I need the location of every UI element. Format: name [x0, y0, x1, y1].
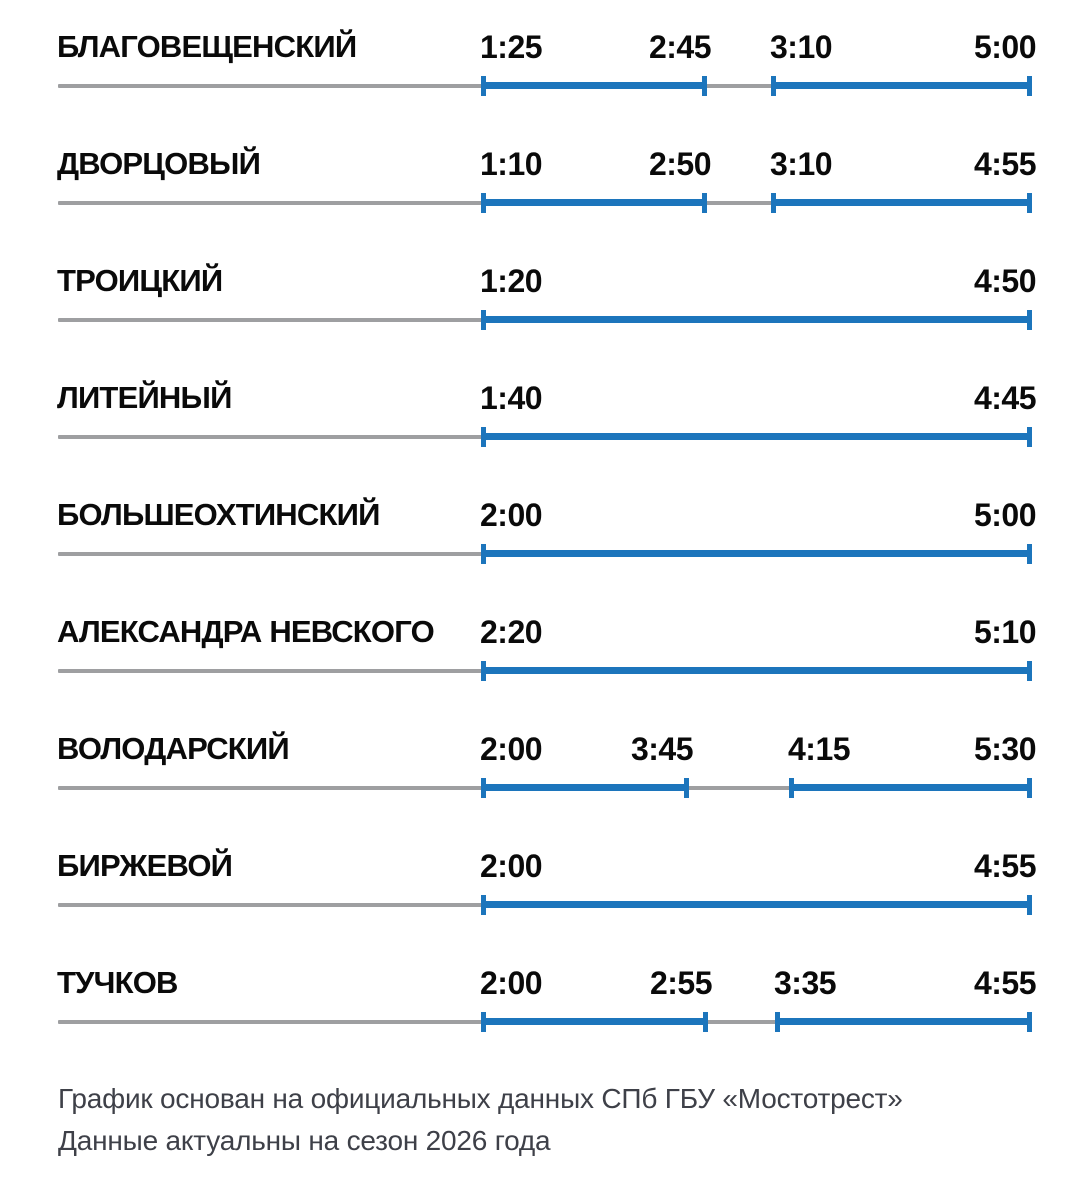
bridge-row: ЛИТЕЙНЫЙ 1:40 4:45	[0, 351, 1073, 468]
bridge-name: БИРЖЕВОЙ	[57, 848, 233, 883]
bridge-name: ВОЛОДАРСКИЙ	[57, 731, 290, 766]
interval-start-tick	[771, 193, 776, 213]
time-label-close: 4:55	[973, 146, 1037, 182]
time-label-open: 1:10	[480, 146, 543, 182]
bridge-row: ДВОРЦОВЫЙ 1:10 2:50 3:10 4:55	[0, 117, 1073, 234]
time-label-close: 5:30	[973, 731, 1037, 767]
interval-start-tick	[789, 778, 794, 798]
time-label-open: 2:00	[480, 965, 543, 1001]
time-label-close: 5:00	[973, 29, 1037, 65]
time-label-open: 2:00	[480, 848, 543, 884]
open-interval-bar	[483, 199, 705, 206]
interval-end-tick	[1027, 1012, 1032, 1032]
time-label-open: 2:00	[480, 731, 543, 767]
time-label-close: 5:00	[973, 497, 1037, 533]
footer-note: График основан на официальных данных СПб…	[58, 1078, 903, 1162]
interval-end-tick	[1027, 661, 1032, 681]
footer-line-season: Данные актуальны на сезон 2026 года	[58, 1125, 551, 1156]
interval-end-tick	[1027, 778, 1032, 798]
time-label-close: 2:55	[649, 965, 713, 1001]
footer-line-source: График основан на официальных данных СПб…	[58, 1083, 903, 1114]
open-interval-bar	[773, 199, 1030, 206]
open-interval-bar	[483, 433, 1030, 440]
interval-start-tick	[481, 76, 486, 96]
open-interval-bar	[483, 901, 1030, 908]
bridge-row: БОЛЬШЕОХТИНСКИЙ 2:00 5:00	[0, 468, 1073, 585]
interval-start-tick	[775, 1012, 780, 1032]
interval-start-tick	[481, 544, 486, 564]
time-label-open: 3:35	[774, 965, 837, 1001]
interval-start-tick	[481, 778, 486, 798]
open-interval-bar	[483, 1018, 706, 1025]
interval-end-tick	[1027, 193, 1032, 213]
time-label-open: 4:15	[788, 731, 851, 767]
interval-end-tick	[1027, 76, 1032, 96]
interval-start-tick	[481, 310, 486, 330]
interval-start-tick	[771, 76, 776, 96]
bridge-name: ТУЧКОВ	[57, 965, 178, 1000]
open-interval-bar	[483, 550, 1030, 557]
time-label-open: 1:20	[480, 263, 543, 299]
open-interval-bar	[777, 1018, 1030, 1025]
interval-start-tick	[481, 1012, 486, 1032]
time-label-open: 2:00	[480, 497, 543, 533]
interval-end-tick	[1027, 310, 1032, 330]
time-label-open: 3:10	[770, 29, 833, 65]
bridge-name: ТРОИЦКИЙ	[57, 263, 223, 298]
time-label-close: 4:55	[973, 848, 1037, 884]
time-label-close: 2:45	[648, 29, 712, 65]
time-label-open: 1:25	[480, 29, 543, 65]
bridge-row: ВОЛОДАРСКИЙ 2:00 3:45 4:15 5:30	[0, 702, 1073, 819]
open-interval-bar	[483, 82, 705, 89]
time-label-open: 1:40	[480, 380, 543, 416]
time-label-open: 3:10	[770, 146, 833, 182]
interval-end-tick	[702, 76, 707, 96]
time-label-close: 4:55	[973, 965, 1037, 1001]
interval-start-tick	[481, 427, 486, 447]
interval-end-tick	[1027, 544, 1032, 564]
interval-end-tick	[702, 193, 707, 213]
bridge-name: БОЛЬШЕОХТИНСКИЙ	[57, 497, 380, 532]
open-interval-bar	[483, 784, 687, 791]
open-interval-bar	[483, 667, 1030, 674]
time-label-open: 2:20	[480, 614, 543, 650]
bridge-row: ТУЧКОВ 2:00 2:55 3:35 4:55	[0, 936, 1073, 1053]
bridge-row: БИРЖЕВОЙ 2:00 4:55	[0, 819, 1073, 936]
time-label-close: 2:50	[648, 146, 712, 182]
time-label-close: 4:50	[973, 263, 1037, 299]
open-interval-bar	[483, 316, 1030, 323]
bridge-name: ДВОРЦОВЫЙ	[57, 146, 261, 181]
interval-end-tick	[1027, 427, 1032, 447]
time-label-close: 3:45	[630, 731, 694, 767]
bridge-row: БЛАГОВЕЩЕНСКИЙ 1:25 2:45 3:10 5:00	[0, 0, 1073, 117]
bridge-row: ТРОИЦКИЙ 1:20 4:50	[0, 234, 1073, 351]
interval-start-tick	[481, 661, 486, 681]
open-interval-bar	[773, 82, 1030, 89]
bridge-name: ЛИТЕЙНЫЙ	[57, 380, 232, 415]
interval-end-tick	[703, 1012, 708, 1032]
interval-start-tick	[481, 193, 486, 213]
bridge-name: АЛЕКСАНДРА НЕВСКОГО	[57, 614, 435, 649]
time-label-close: 5:10	[973, 614, 1037, 650]
interval-end-tick	[684, 778, 689, 798]
bridge-name: БЛАГОВЕЩЕНСКИЙ	[57, 29, 357, 64]
interval-start-tick	[481, 895, 486, 915]
time-label-close: 4:45	[973, 380, 1037, 416]
bridge-row: АЛЕКСАНДРА НЕВСКОГО 2:20 5:10	[0, 585, 1073, 702]
interval-end-tick	[1027, 895, 1032, 915]
open-interval-bar	[791, 784, 1030, 791]
